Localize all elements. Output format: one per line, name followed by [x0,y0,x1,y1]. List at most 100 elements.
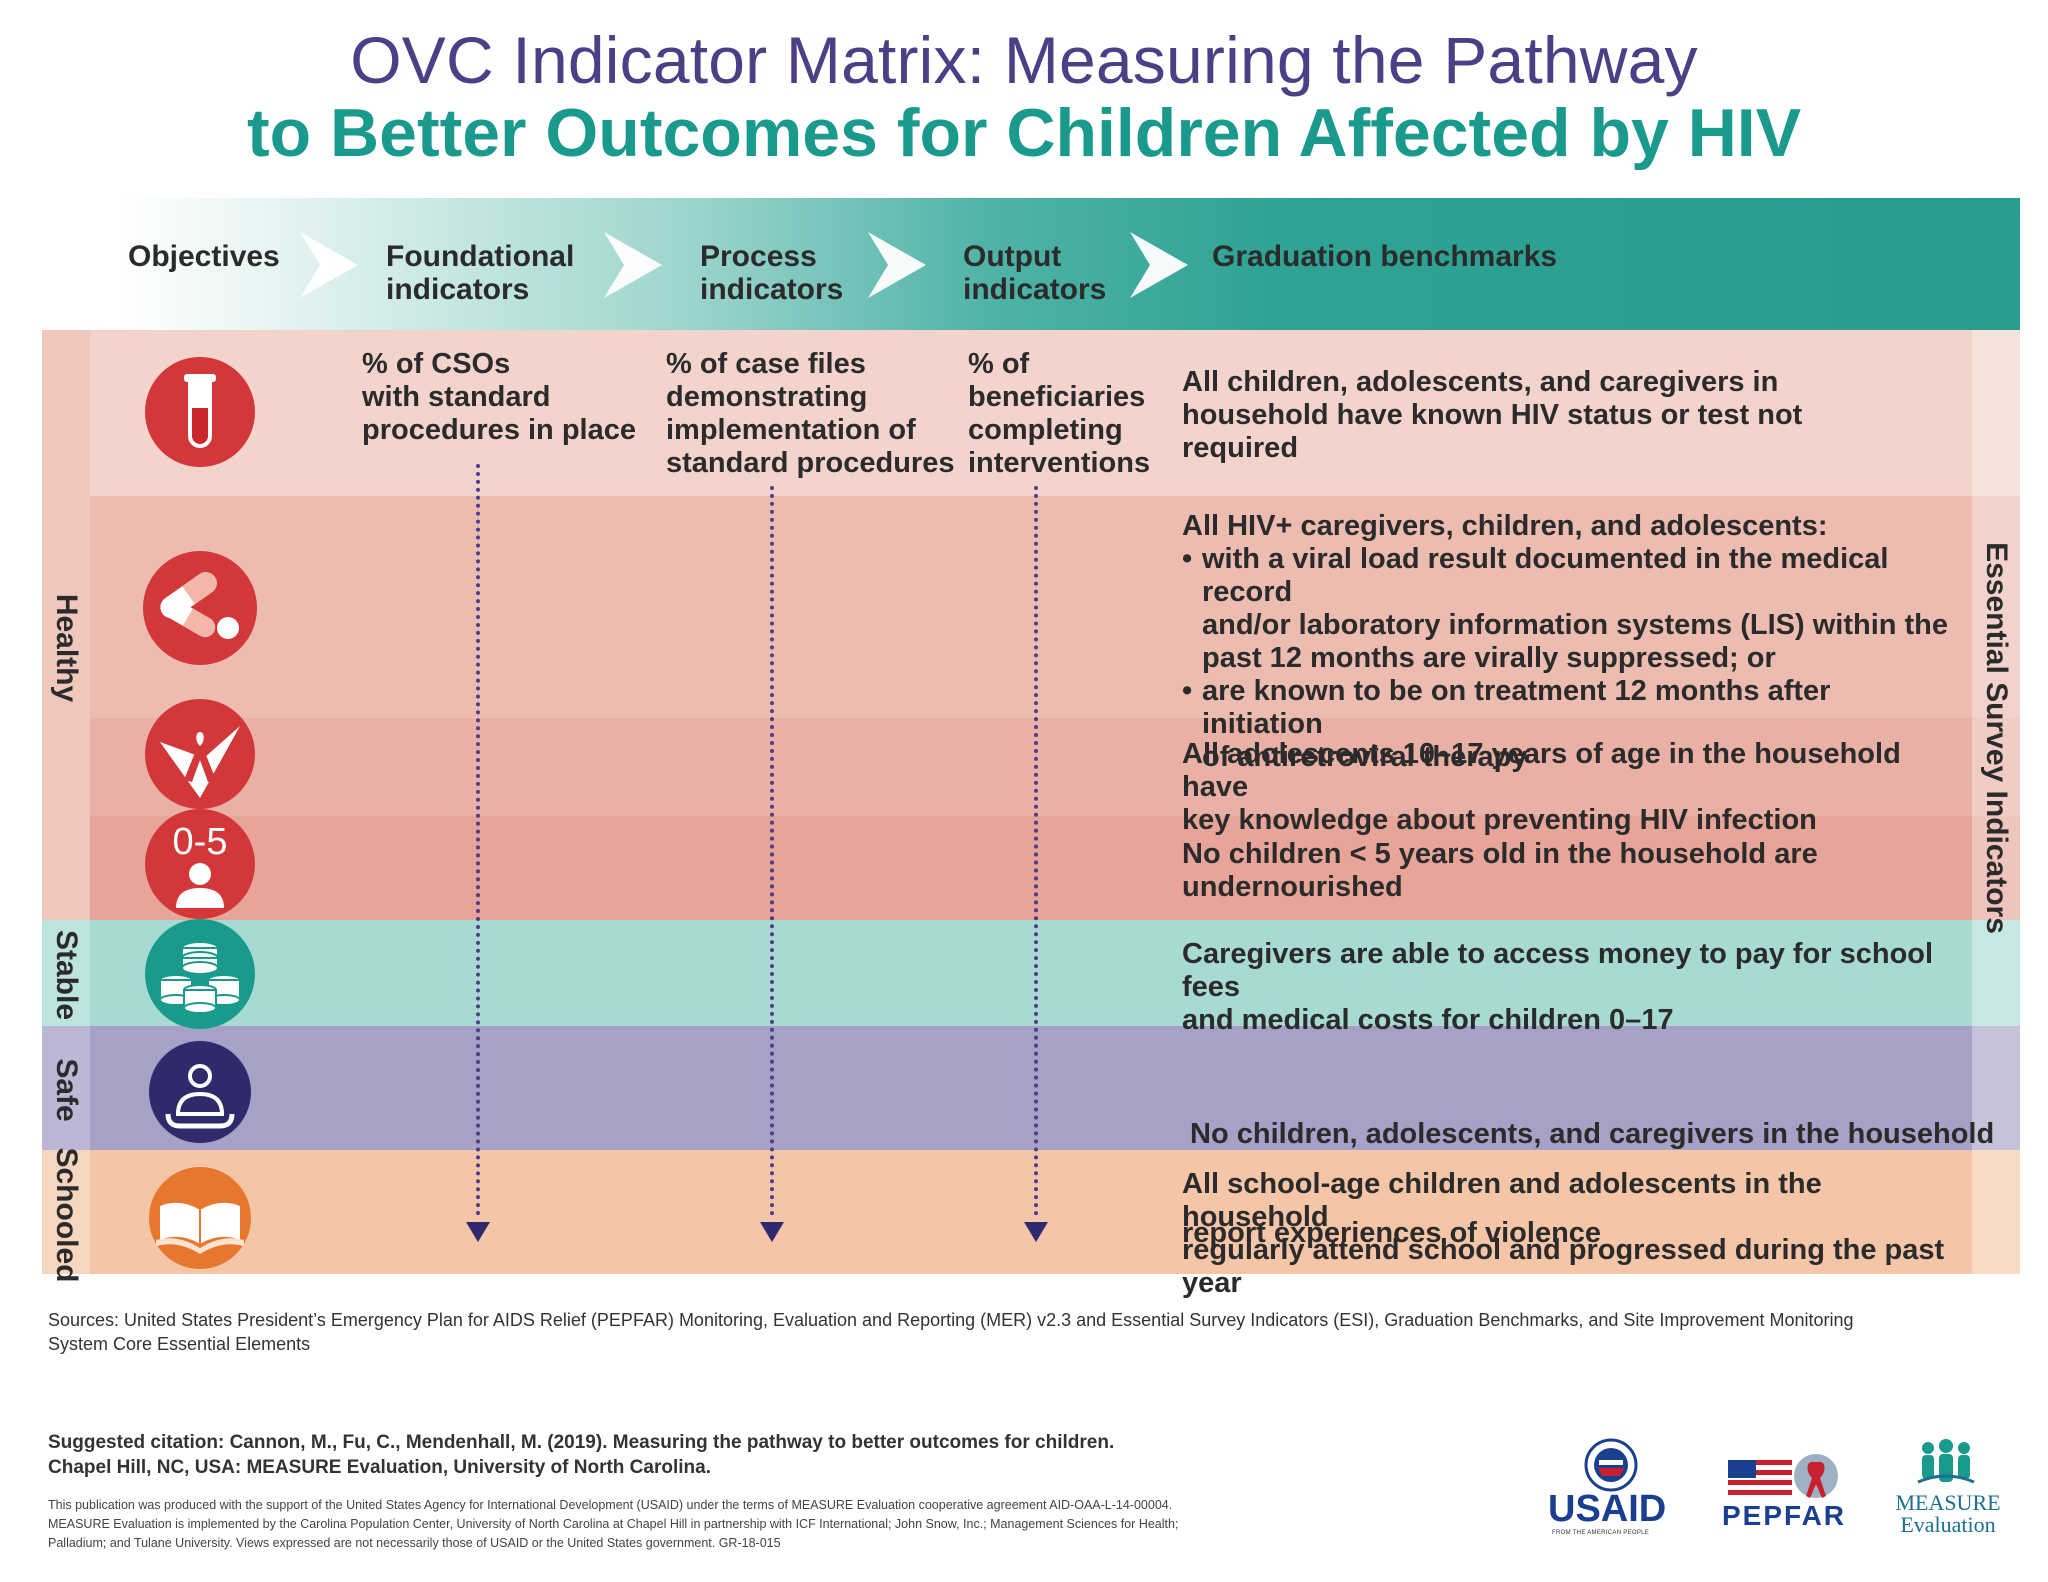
process-indicator-line: standard procedures [666,447,955,479]
header-output-line: Output [963,240,1062,273]
benchmark-viral-load: All HIV+ caregivers, children, and adole… [1182,510,1952,774]
child-0-5-icon: 0-5 [145,809,255,919]
foundational-indicator-line: with standard [362,381,551,413]
chevron-right-icon [300,232,358,298]
disclaimer-line: This publication was produced with the s… [48,1498,1173,1512]
chevron-right-icon [868,232,926,298]
header-graduation: Graduation benchmarks [1212,240,1558,273]
benchmark-stable: Caregivers are able to access money to p… [1182,938,1952,1037]
process-arrow-down-icon [760,1222,784,1242]
benchmark-line: and medical costs for children 0–17 [1182,1004,1674,1036]
hiv-ribbon-icon [145,699,255,809]
header-output: Output indicators [963,240,1106,306]
benchmark-line: of antiretroviral therapy [1202,741,1528,773]
benchmark-line: undernourished [1182,871,1403,903]
header-process: Process indicators [700,240,843,306]
header-process-line: Process [700,240,817,273]
benchmark-knowledge: All adolescents 10–17 years of age in th… [1182,738,1952,837]
disclaimer-line: Palladium; and Tulane University. Views … [48,1536,781,1550]
disclaimer: This publication was produced with the s… [48,1496,1468,1553]
pills-capsules-icon [143,551,257,665]
category-label-safe: Safe [50,1058,83,1122]
benchmark-viral-load-bullets: with a viral load result documented in t… [1182,543,1952,774]
measure-logo-line: MEASURE [1895,1490,2001,1515]
category-label-stable: Stable [50,929,83,1021]
measure-logo-text: MEASURE Evaluation [1888,1492,2008,1536]
blood-test-tube-icon [145,357,255,467]
essential-survey-strip [1972,330,2020,1274]
header-band [42,198,2020,330]
category-strip-healthy [42,330,90,920]
benchmark-line: household have known HIV status or test … [1182,399,1803,431]
citation-line: Chapel Hill, NC, USA: MEASURE Evaluation… [48,1457,711,1478]
benchmark-line: required [1182,432,1299,464]
chevron-right-icon [604,232,662,298]
pepfar-flag-icon [1728,1454,1838,1498]
header-objectives: Objectives [128,240,280,273]
measure-logo-line: Evaluation [1900,1512,1996,1537]
benchmark-nutrition: No children < 5 years old in the househo… [1182,838,1952,904]
usaid-seal-icon [1584,1438,1638,1492]
page-title-line-1: OVC Indicator Matrix: Measuring the Path… [350,23,1698,97]
benchmark-line: with a viral load result documented in t… [1202,543,1889,608]
benchmark-schooled: All school-age children and adolescents … [1182,1168,1952,1300]
process-indicator-line: implementation of [666,414,916,446]
row-healthy-nutrition [42,816,2020,920]
sources-line: Sources: United States President’s Emerg… [48,1310,1854,1330]
header-foundational-line: indicators [386,273,530,306]
foundational-indicator-line: % of CSOs [362,348,511,380]
process-dotted-line [770,486,774,1216]
sources-note: Sources: United States President’s Emerg… [48,1308,1968,1356]
benchmark-bullet: with a viral load result documented in t… [1182,543,1952,675]
disclaimer-line: MEASURE Evaluation is implemented by the… [48,1517,1179,1531]
benchmark-line: year [1182,1267,1242,1299]
pepfar-logo-text: PEPFAR [1722,1500,1847,1531]
measure-people-icon [1917,1439,1975,1484]
foundational-arrow-down-icon [466,1222,490,1242]
open-book-icon [149,1167,251,1269]
process-indicator-line: % of case files [666,348,866,380]
benchmark-line: Caregivers are able to access money to p… [1182,938,1934,1003]
benchmark-line: report experiences of violence [1182,1217,1602,1249]
category-label-schooled: Schooled [50,1147,83,1283]
benchmark-line: All HIV+ caregivers, children, and adole… [1182,510,1828,542]
output-indicator-line: interventions [968,447,1151,479]
protected-person-icon [149,1041,251,1143]
row-safe [42,1026,2020,1150]
process-indicator-line: demonstrating [666,381,868,413]
essential-survey-indicators-label: Essential Survey Indicators [1980,542,2013,934]
output-dotted-line [1034,486,1038,1216]
row-schooled [42,1150,2020,1274]
page-title-line-2: to Better Outcomes for Children Affected… [246,95,1802,171]
foundational-indicator: % of CSOs with standard procedures in pl… [362,348,642,447]
sources-line: System Core Essential Elements [48,1334,311,1354]
foundational-indicator-line: procedures in place [362,414,636,446]
category-strip-schooled [42,1150,90,1274]
output-indicator-line: % of [968,348,1030,380]
benchmark-line: No children < 5 years old in the househo… [1182,838,1818,870]
benchmark-line: regularly attend school and progressed d… [1182,1234,1945,1266]
category-strip-stable [42,920,90,1026]
header-foundational-line: Foundational [386,240,575,273]
foundational-dotted-line [476,464,480,1216]
row-healthy-hiv-status [42,330,2020,496]
header-output-line: indicators [963,273,1107,306]
benchmark-line: are known to be on treatment 12 months a… [1202,675,1831,740]
benchmark-bullet: are known to be on treatment 12 months a… [1182,675,1952,774]
header-foundational: Foundational indicators [386,240,574,306]
output-indicator-line: beneficiaries [968,381,1146,413]
benchmark-line: All adolescents 10–17 years of age in th… [1182,738,1901,803]
coins-stack-icon [145,919,255,1029]
output-indicator: % of beneficiaries completing interventi… [968,348,1178,480]
benchmark-hiv-status: All children, adolescents, and caregiver… [1182,366,1952,465]
output-arrow-down-icon [1024,1222,1048,1242]
category-label-healthy: Healthy [50,593,83,703]
row-stable [42,920,2020,1026]
header-process-line: indicators [700,273,844,306]
benchmark-line: key knowledge about preventing HIV infec… [1182,804,1817,836]
benchmark-line: and/or laboratory information systems (L… [1202,609,1949,641]
benchmark-line: All children, adolescents, and caregiver… [1182,366,1779,398]
benchmark-line: All school-age children and adolescents … [1182,1168,1822,1233]
category-strip-safe [42,1026,90,1150]
benchmark-line: No children, adolescents, and caregivers… [1182,1118,1995,1150]
